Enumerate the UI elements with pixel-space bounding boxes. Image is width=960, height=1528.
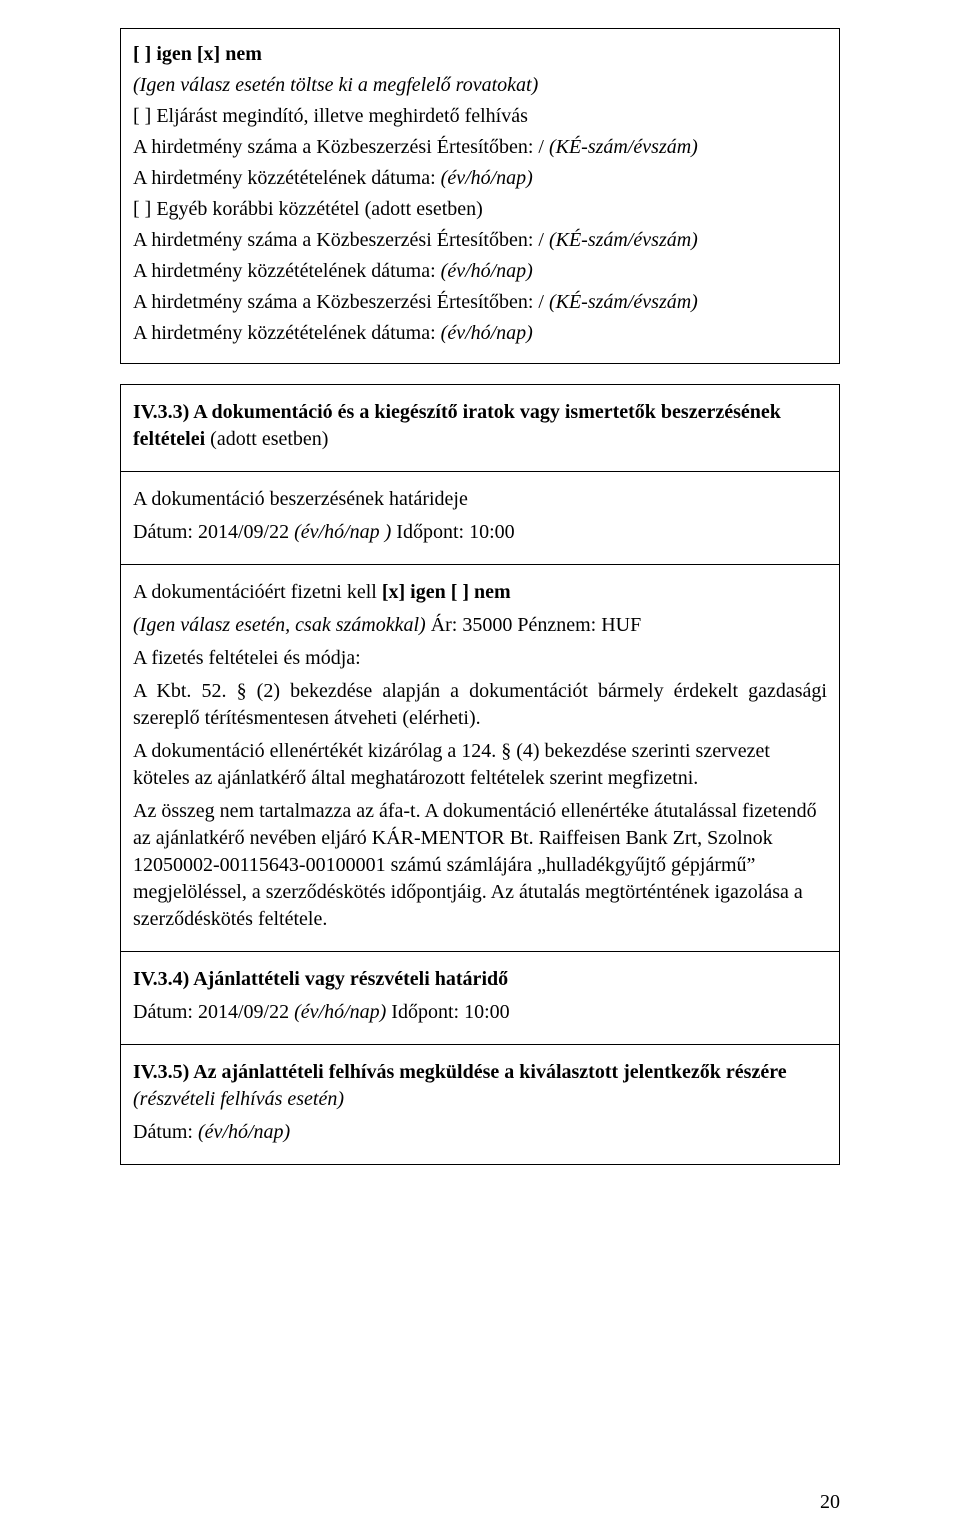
page: [ ] igen [x] nem (Igen válasz esetén töl…: [0, 0, 960, 1528]
payment-kbt-52: A Kbt. 52. § (2) bekezdése alapján a dok…: [133, 678, 827, 732]
doc-pay-label: A dokumentációért fizetni kell: [133, 581, 382, 603]
payment-conditions-label: A fizetés feltételei és módja:: [133, 647, 361, 669]
cell-doc-payment: A dokumentációért fizetni kell [x] igen …: [121, 565, 839, 952]
payment-124-4: A dokumentáció ellenértékét kizárólag a …: [133, 738, 827, 792]
cell-iv-3-5: IV.3.5) Az ajánlattételi felhívás megkül…: [121, 1045, 839, 1164]
table-documentation: IV.3.3) A dokumentáció és a kiegészítő i…: [120, 384, 840, 1165]
iv-3-4-date: Dátum: 2014/09/22: [133, 1001, 294, 1023]
doc-price-value: Ár: 35000 Pénznem: HUF: [431, 614, 642, 636]
iv-3-4-time: Időpont: 10:00: [391, 1001, 509, 1023]
publication-date-label-3: A hirdetmény közzétételének dátuma:: [133, 322, 441, 344]
cell-doc-deadline: A dokumentáció beszerzésének határideje …: [121, 472, 839, 565]
checkbox-yes-no: [ ] igen [x] nem: [133, 43, 262, 65]
payment-bank-details: Az összeg nem tartalmazza az áfa-t. A do…: [133, 798, 827, 933]
notice-number-format-2: (KÉ-szám/évszám): [549, 229, 698, 251]
cell-iv-3-3-title: IV.3.3) A dokumentáció és a kiegészítő i…: [121, 385, 839, 472]
page-number: 20: [820, 1491, 840, 1514]
section-iv-3-3-suffix: (adott esetben): [210, 428, 328, 450]
doc-deadline-date: Dátum: 2014/09/22: [133, 521, 294, 543]
section-iv-3-4-title: IV.3.4) Ajánlattételi vagy részvételi ha…: [133, 968, 508, 990]
doc-deadline-label: A dokumentáció beszerzésének határideje: [133, 488, 468, 510]
doc-deadline-date-format: (év/hó/nap ): [294, 521, 396, 543]
publication-date-label-1: A hirdetmény közzétételének dátuma:: [133, 167, 441, 189]
doc-pay-checkbox: [x] igen [ ] nem: [382, 581, 511, 603]
notice-number-label-1: A hirdetmény száma a Közbeszerzési Értes…: [133, 136, 549, 158]
notice-number-label-3: A hirdetmény száma a Közbeszerzési Értes…: [133, 291, 549, 313]
date-format-1: (év/hó/nap): [441, 167, 533, 189]
hint-fill-in: (Igen válasz esetén töltse ki a megfelel…: [133, 74, 538, 96]
cell-iv-3-4: IV.3.4) Ajánlattételi vagy részvételi ha…: [121, 952, 839, 1045]
date-format-2: (év/hó/nap): [441, 260, 533, 282]
iv-3-5-date-label: Dátum:: [133, 1121, 198, 1143]
notice-number-format-3: (KÉ-szám/évszám): [549, 291, 698, 313]
checkbox-proc-start: [ ] Eljárást megindító, illetve meghirde…: [133, 105, 528, 127]
doc-price-hint: (Igen válasz esetén, csak számokkal): [133, 614, 431, 636]
notice-number-label-2: A hirdetmény száma a Közbeszerzési Értes…: [133, 229, 549, 251]
doc-deadline-time: Időpont: 10:00: [396, 521, 514, 543]
section-iv-3-5-suffix: (részvételi felhívás esetén): [133, 1088, 344, 1110]
iv-3-5-date-format: (év/hó/nap): [198, 1121, 290, 1143]
box-previous-publication: [ ] igen [x] nem (Igen válasz esetén töl…: [120, 28, 840, 364]
notice-number-format-1: (KÉ-szám/évszám): [549, 136, 698, 158]
checkbox-other-prev: [ ] Egyéb korábbi közzététel (adott eset…: [133, 198, 483, 220]
iv-3-4-date-format: (év/hó/nap): [294, 1001, 391, 1023]
section-iv-3-5-title: IV.3.5) Az ajánlattételi felhívás megkül…: [133, 1061, 787, 1083]
date-format-3: (év/hó/nap): [441, 322, 533, 344]
publication-date-label-2: A hirdetmény közzétételének dátuma:: [133, 260, 441, 282]
